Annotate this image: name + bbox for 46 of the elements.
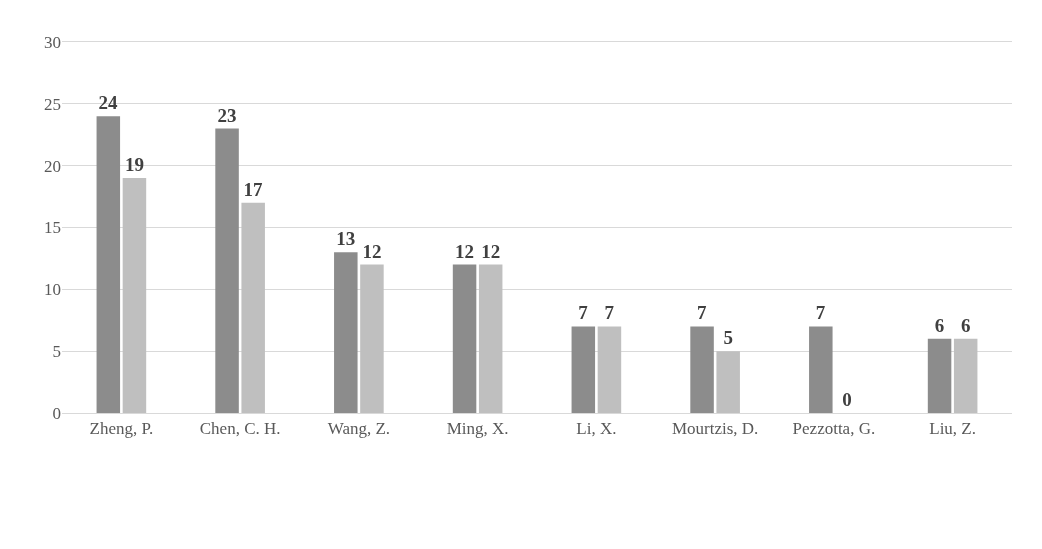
data-label: 24 [98, 92, 119, 114]
data-label: 5 [723, 327, 733, 349]
bar [953, 338, 978, 413]
x-tick-label: Chen, C. H. [199, 419, 281, 439]
bar [215, 128, 239, 413]
data-label: 6 [960, 314, 971, 336]
bar [690, 326, 714, 413]
bar [809, 326, 833, 413]
x-tick-label: Wang, Z. [327, 419, 391, 439]
data-label: 7 [578, 302, 589, 324]
y-tick-label: 5 [52, 342, 61, 362]
x-tick-label: Liu, Z. [929, 419, 977, 439]
bar [334, 252, 358, 413]
data-label: 12 [455, 240, 475, 262]
x-tick-label: Ming, X. [446, 419, 509, 439]
y-tick-label: 0 [52, 403, 61, 423]
data-label: 6 [934, 314, 945, 336]
y-tick-label: 15 [44, 218, 61, 238]
bar [360, 264, 384, 413]
y-tick-label: 10 [44, 280, 61, 300]
bar [597, 326, 622, 413]
bar [96, 116, 121, 413]
bar [241, 202, 265, 413]
x-tick-label: Li, X. [576, 419, 617, 439]
bar [478, 264, 503, 413]
data-label: 13 [336, 228, 356, 250]
data-label: 23 [217, 104, 237, 126]
y-tick-label: 30 [44, 32, 61, 52]
data-label: 7 [604, 302, 615, 324]
bar [122, 178, 147, 413]
x-tick-label: Zheng, P. [89, 419, 154, 439]
x-tick-label: Pezzotta, G. [792, 419, 876, 439]
data-label: 19 [124, 154, 144, 176]
data-label: 0 [842, 389, 852, 410]
bar [716, 351, 740, 413]
y-tick-label: 25 [44, 94, 61, 114]
data-label: 7 [815, 302, 826, 324]
data-label: 12 [481, 240, 501, 262]
data-label: 17 [243, 178, 263, 200]
y-tick-label: 20 [44, 156, 61, 176]
bar [927, 338, 952, 413]
bar [571, 326, 596, 413]
data-label: 12 [362, 240, 382, 262]
x-tick-label: Mourtzis, D. [671, 419, 759, 439]
data-label: 7 [697, 302, 708, 324]
bar [452, 264, 477, 413]
